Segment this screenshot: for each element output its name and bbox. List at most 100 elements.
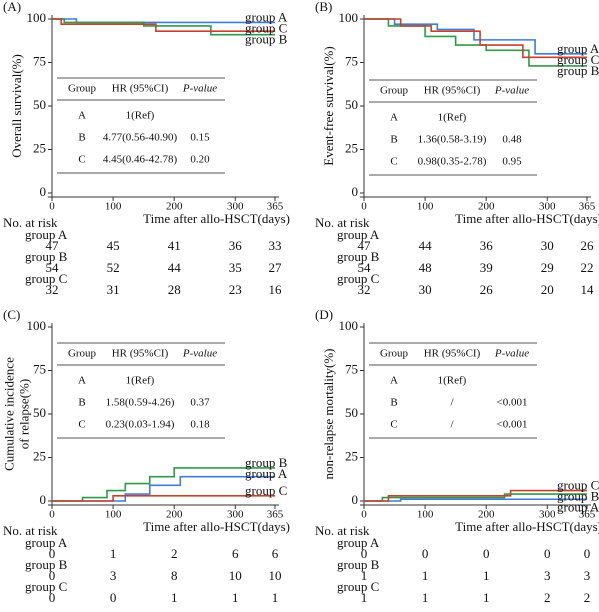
y-tick-label: 0 [40, 184, 47, 199]
panel-label: (A) [3, 0, 21, 14]
y-tick-label: 25 [345, 448, 358, 463]
at-risk-group: group B [337, 249, 380, 264]
table-header: P-value [494, 348, 529, 360]
x-tick-label: 100 [105, 509, 122, 521]
at-risk-count: 47 [46, 238, 60, 253]
table-cell: 1(Ref) [126, 110, 155, 122]
survival-curve [364, 18, 587, 55]
y-tick-label: 100 [27, 318, 47, 333]
survival-curve [364, 18, 587, 59]
table-cell: C [78, 419, 85, 431]
at-risk-count: 30 [541, 238, 554, 253]
at-risk-count: 3 [584, 568, 591, 583]
at-risk-title: No. at risk [315, 523, 370, 538]
x-axis-label: Time after allo-HSCT(days) [143, 519, 290, 534]
at-risk-count: 27 [269, 260, 283, 275]
table-header: HR (95%CI) [424, 85, 481, 97]
table-header: Group [68, 83, 97, 95]
survival-curve [52, 494, 275, 502]
at-risk-group: group A [25, 227, 68, 242]
y-tick-label: 100 [27, 10, 47, 25]
panel-label: (C) [3, 307, 20, 322]
at-risk-count: 44 [168, 260, 182, 275]
at-risk-count: 31 [107, 282, 120, 297]
at-risk-count: 41 [168, 238, 181, 253]
legend-label: group C [245, 483, 287, 498]
at-risk-count: 36 [229, 238, 243, 253]
table-header: P-value [494, 85, 529, 97]
x-tick-label: 100 [417, 509, 434, 521]
at-risk-title: No. at risk [315, 215, 370, 230]
legend-label: group A [557, 41, 599, 56]
at-risk-group: group A [25, 535, 68, 550]
table-cell: C [390, 419, 397, 431]
table-cell: 1(Ref) [438, 375, 467, 387]
table-cell: A [78, 110, 86, 122]
at-risk-count: 1 [483, 590, 490, 605]
y-tick-label: 75 [345, 53, 358, 68]
at-risk-count: 28 [168, 282, 181, 297]
y-tick-label: 50 [33, 97, 46, 112]
at-risk-group: group C [25, 271, 67, 286]
y-axis-label: non-relapse mortality(%) [321, 348, 336, 479]
at-risk-count: 0 [483, 546, 490, 561]
x-axis-label: Time after allo-HSCT(days) [455, 519, 599, 534]
at-risk-count: 32 [358, 282, 371, 297]
y-tick-label: 75 [345, 361, 358, 376]
x-tick-label: 200 [166, 201, 183, 213]
at-risk-count: 54 [46, 260, 60, 275]
at-risk-count: 0 [49, 546, 56, 561]
at-risk-count: 16 [269, 282, 283, 297]
survival-curve [364, 489, 587, 502]
table-cell: 0.48 [502, 134, 522, 146]
at-risk-count: 1 [232, 590, 239, 605]
panel-label: (D) [315, 307, 333, 322]
x-axis-label: Time after allo-HSCT(days) [143, 211, 290, 226]
table-cell: C [78, 154, 85, 166]
at-risk-count: 29 [541, 260, 554, 275]
table-cell: 1.36(0.58-3.19) [418, 134, 487, 146]
table-cell: 4.45(0.46-42.78) [103, 154, 178, 166]
at-risk-count: 1 [110, 546, 117, 561]
x-tick-label: 365 [579, 509, 596, 521]
y-tick-label: 0 [352, 492, 359, 507]
legend-label: group B [245, 31, 288, 46]
x-tick-label: 0 [361, 201, 367, 213]
table-cell: / [450, 397, 454, 409]
table-cell: A [78, 375, 86, 387]
table-cell: 0.95 [502, 156, 522, 168]
legend-label: group A [245, 466, 288, 481]
at-risk-count: 26 [581, 238, 595, 253]
at-risk-count: 1 [361, 590, 368, 605]
at-risk-count: 26 [480, 282, 494, 297]
table-cell: 0.98(0.35-2.78) [418, 156, 487, 168]
survival-curve [364, 18, 587, 67]
at-risk-count: 47 [358, 238, 372, 253]
x-tick-label: 365 [267, 509, 284, 521]
y-tick-label: 100 [339, 10, 359, 25]
at-risk-count: 1 [483, 568, 490, 583]
table-cell: <0.001 [497, 419, 528, 431]
at-risk-count: 0 [544, 546, 551, 561]
x-tick-label: 300 [539, 509, 556, 521]
y-tick-label: 50 [345, 405, 358, 420]
x-tick-label: 0 [49, 509, 55, 521]
y-tick-label: 75 [33, 53, 46, 68]
y-tick-label: 25 [345, 140, 358, 155]
at-risk-count: 10 [229, 568, 242, 583]
at-risk-count: 0 [110, 590, 117, 605]
y-axis-label: Overall survival(%) [9, 54, 24, 158]
x-tick-label: 365 [267, 201, 284, 213]
at-risk-count: 8 [171, 568, 178, 583]
at-risk-group: group B [337, 557, 380, 572]
at-risk-count: 39 [480, 260, 493, 275]
x-tick-label: 200 [478, 509, 495, 521]
at-risk-count: 2 [584, 590, 591, 605]
at-risk-title: No. at risk [3, 215, 58, 230]
at-risk-count: 10 [269, 568, 282, 583]
at-risk-title: No. at risk [3, 523, 58, 538]
at-risk-count: 0 [422, 546, 429, 561]
at-risk-group: group A [337, 535, 380, 550]
legend-label: group B [245, 455, 288, 470]
at-risk-count: 32 [46, 282, 59, 297]
